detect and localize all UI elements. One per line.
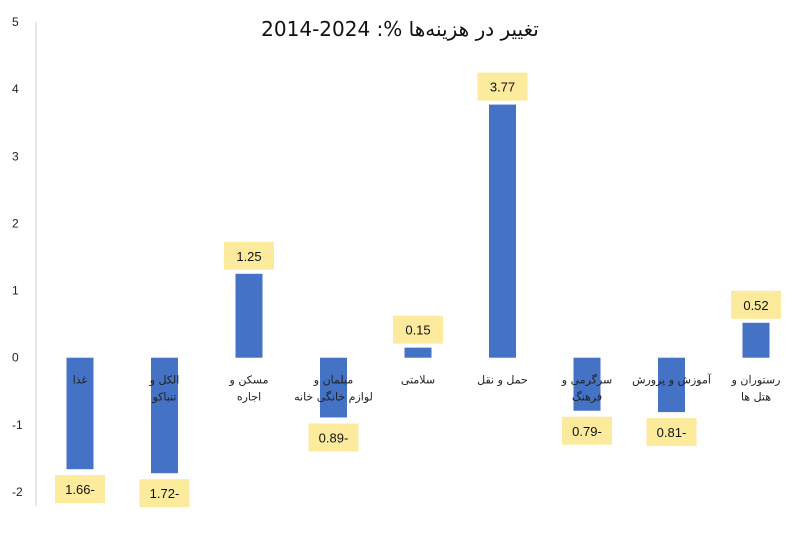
category-label: مسکن و اجاره (229, 374, 269, 404)
data-label-box (308, 423, 359, 452)
category-label: الکل و تنباکو (149, 374, 180, 404)
data-label-box (393, 315, 443, 344)
category-label: سرگرمی و فرهنگ (561, 374, 612, 404)
y-tick-label: -2 (12, 485, 23, 499)
bars-group (66, 104, 770, 474)
bar (151, 357, 178, 474)
data-label-box (731, 290, 781, 319)
data-label: 0.15 (405, 323, 430, 338)
category-label: رستوران و هتل ها (731, 374, 781, 404)
data-label: 1.72- (150, 486, 180, 501)
y-tick-label: 4 (12, 82, 19, 96)
bar (320, 357, 347, 418)
category-label: آموزش و پرورش (632, 373, 712, 387)
bar (573, 357, 601, 411)
bar (489, 104, 516, 358)
bar (66, 357, 94, 470)
data-label: 3.77 (490, 80, 515, 95)
data-label: 1.66- (65, 482, 95, 497)
data-label-box (562, 416, 612, 445)
category-label: حمل و نقل (477, 374, 528, 387)
data-label-box (55, 475, 105, 504)
y-tick-label: 2 (12, 216, 19, 230)
y-tick-label: -1 (12, 418, 23, 432)
labels-group: 1.66- غذا 1.72- الکل و تنباکو 1.25 مسکن و اجاره… (55, 72, 781, 508)
y-tick-label: 0 (12, 351, 19, 365)
data-label: 1.25 (236, 249, 261, 264)
data-label-box (139, 479, 190, 508)
category-label: مبلمان و لوازم خانگی خانه (294, 374, 373, 404)
category-label: غذا (73, 374, 88, 387)
data-label-box (646, 418, 697, 447)
bar (658, 357, 685, 413)
data-label: 0.81- (657, 425, 687, 440)
category-label: سلامتی (401, 374, 435, 387)
data-label: 0.89- (319, 430, 349, 445)
bar (404, 347, 432, 358)
data-label-box (224, 241, 274, 270)
data-label: 0.52 (743, 298, 768, 313)
bar (742, 322, 770, 358)
bar (235, 273, 263, 358)
data-label-box (477, 72, 528, 101)
y-tick-label: 1 (12, 284, 19, 298)
chart-title: تغییر در هزینه‌ها %: 2024-2014 (261, 17, 539, 41)
y-tick-label: 5 (12, 15, 19, 29)
y-tick-label: 3 (12, 149, 19, 163)
axes: 5 4 3 2 1 0 -1 -2 (12, 15, 37, 506)
data-label: 0.79- (572, 424, 602, 439)
